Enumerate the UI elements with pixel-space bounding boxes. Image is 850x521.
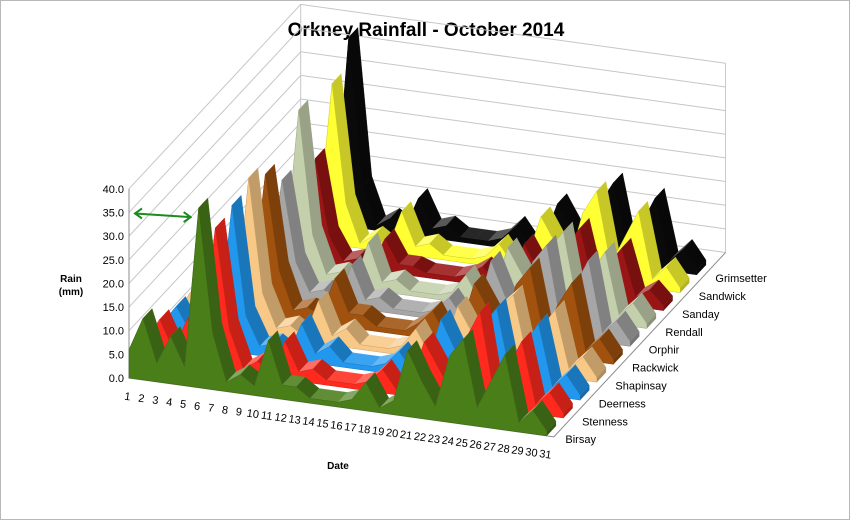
area-end-cap [580, 385, 590, 401]
series-birsay [128, 197, 557, 437]
x-tick-label: 22 [413, 431, 427, 445]
annotation-group [133, 207, 193, 223]
x-tick-label: 20 [385, 427, 399, 441]
y-tick-label: 40.0 [103, 184, 124, 196]
series-label-grimsetter: Grimsetter [715, 273, 767, 285]
series-label-stenness: Stenness [582, 416, 628, 428]
series-label-rackwick: Rackwick [632, 363, 679, 375]
area-front-face [128, 207, 548, 437]
x-tick-label: 23 [427, 433, 441, 447]
series-label-rendall: Rendall [665, 327, 702, 339]
series-group [128, 26, 707, 437]
area-end-cap [646, 313, 657, 329]
x-tick-label: 29 [511, 444, 525, 458]
gridline [128, 27, 726, 213]
chart-title: Orkney Rainfall - October 2014 [288, 20, 565, 41]
y-tick-label: 0.0 [109, 373, 124, 385]
x-tick-label: 28 [497, 442, 511, 456]
area-end-cap [680, 278, 690, 293]
x-tick-labels: 1 2 3 4 5 6 7 8 9 10 11 12 13 14 15 16 17 18 19 20 21 22 23 24 2… [124, 391, 553, 462]
series-label-sanday: Sanday [682, 309, 720, 321]
arrow-head-left [133, 207, 143, 220]
x-tick-label: 18 [357, 423, 371, 437]
x-tick-label: 13 [288, 413, 302, 427]
series-label-birsay: Birsay [565, 434, 596, 446]
x-tick-label: 24 [441, 435, 455, 449]
y-tick-label: 15.0 [103, 302, 124, 314]
x-tick-label: 7 [207, 402, 215, 415]
x-tick-label: 5 [179, 398, 187, 411]
x-tick-label: 3 [151, 395, 159, 408]
y-tick-label: 25.0 [103, 255, 124, 267]
x-tick-label: 11 [260, 410, 273, 423]
area-end-cap [696, 260, 707, 275]
y-tick-labels: 0.0 5.0 10.0 15.0 20.0 25.0 30.0 35.0 40.0 [103, 184, 124, 385]
area-end-cap [663, 296, 673, 311]
x-tick-label: 16 [329, 419, 343, 433]
x-tick-label: 31 [538, 448, 552, 462]
x-axis-title: Date [327, 461, 349, 472]
x-tick-label: 6 [193, 400, 201, 413]
x-tick-label: 25 [455, 437, 469, 451]
series-label-orphir: Orphir [649, 345, 680, 357]
series-label-deerness: Deerness [599, 398, 647, 410]
y-axis-title-line1: Rain [60, 274, 82, 285]
x-tick-label: 9 [235, 406, 243, 419]
x-tick-label: 30 [524, 446, 538, 460]
series-labels: Grimsetter Sandwick Sanday Rendall Orphir Rac… [565, 273, 767, 446]
x-tick-label: 8 [221, 404, 229, 417]
y-axis-title-line2: (mm) [59, 287, 83, 298]
x-tick-label: 27 [483, 440, 497, 454]
x-tick-label: 17 [343, 421, 357, 435]
y-tick-label: 10.0 [103, 326, 124, 338]
series-label-shapinsay: Shapinsay [615, 381, 667, 393]
x-tick-label: 19 [371, 425, 385, 439]
y-tick-label: 5.0 [109, 349, 124, 361]
area-end-cap [613, 349, 623, 365]
y-tick-label: 30.0 [103, 231, 124, 243]
x-tick-label: 15 [316, 417, 330, 431]
y-tick-label: 35.0 [103, 207, 124, 219]
x-tick-label: 21 [399, 429, 413, 443]
arrow-shaft [134, 212, 191, 219]
x-tick-label: 2 [137, 393, 145, 406]
annotation-arrow [133, 207, 193, 223]
arrow-head-right [183, 211, 193, 223]
x-tick-label: 14 [302, 415, 316, 429]
x-tick-label: 1 [124, 391, 132, 404]
x-tick-label: 26 [469, 438, 483, 452]
series-label-sandwick: Sandwick [699, 291, 747, 303]
area-end-cap [630, 331, 640, 347]
x-tick-label: 10 [246, 408, 260, 422]
area-end-cap [596, 367, 607, 383]
area-end-cap [546, 421, 557, 436]
area-end-cap [563, 403, 573, 418]
y-tick-label: 20.0 [103, 278, 124, 290]
x-tick-label: 12 [274, 411, 288, 425]
x-tick-label: 4 [165, 396, 173, 409]
